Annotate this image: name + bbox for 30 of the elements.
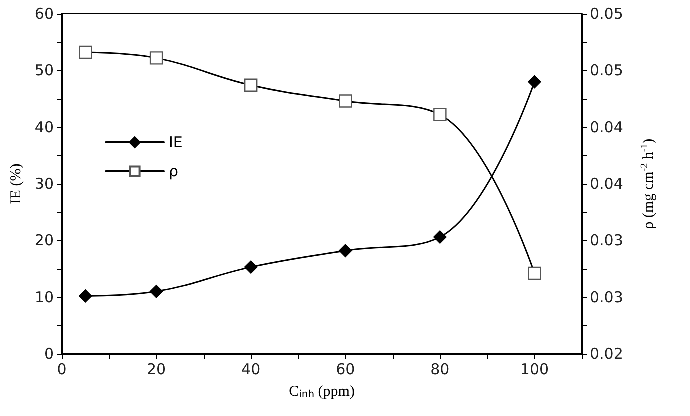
point	[434, 230, 447, 244]
x-tick-label: 0	[57, 360, 67, 378]
y-tick-label: 20	[34, 232, 54, 250]
point	[150, 285, 164, 298]
x-tick-label: 40	[242, 360, 261, 378]
y-tick-label: 10	[34, 288, 54, 306]
y-tick-label: 40	[34, 118, 54, 136]
point	[244, 260, 258, 274]
x-tick-label: 100	[520, 360, 550, 378]
y-tick-label: 30	[34, 175, 54, 193]
y-tick-label: 60	[34, 5, 54, 23]
y2-tick-label: 0.05	[590, 5, 624, 23]
point	[339, 244, 352, 258]
y2-axis-title: ρ (mg cm-2 h-1)	[640, 138, 657, 230]
y2-tick-label: 0.04	[590, 118, 624, 136]
y-tick-label: 0	[44, 345, 54, 363]
y-tick-label: 50	[34, 62, 54, 80]
y2-tick-label: 0.03	[590, 232, 624, 250]
y-axis-title: IE (%)	[8, 164, 24, 204]
legend-label: IE	[169, 134, 183, 152]
x-tick-label: 80	[430, 360, 450, 378]
point	[79, 290, 92, 303]
y2-tick-label: 0.05	[590, 62, 624, 80]
legend-label: ρ	[169, 162, 179, 180]
y2-tick-label: 0.03	[590, 288, 624, 306]
point	[528, 75, 542, 89]
x-tick-label: 60	[336, 360, 356, 378]
y2-tick-label: 0.02	[590, 345, 624, 363]
y2-tick-label: 0.04	[590, 175, 624, 193]
x-tick-label: 20	[147, 360, 166, 378]
